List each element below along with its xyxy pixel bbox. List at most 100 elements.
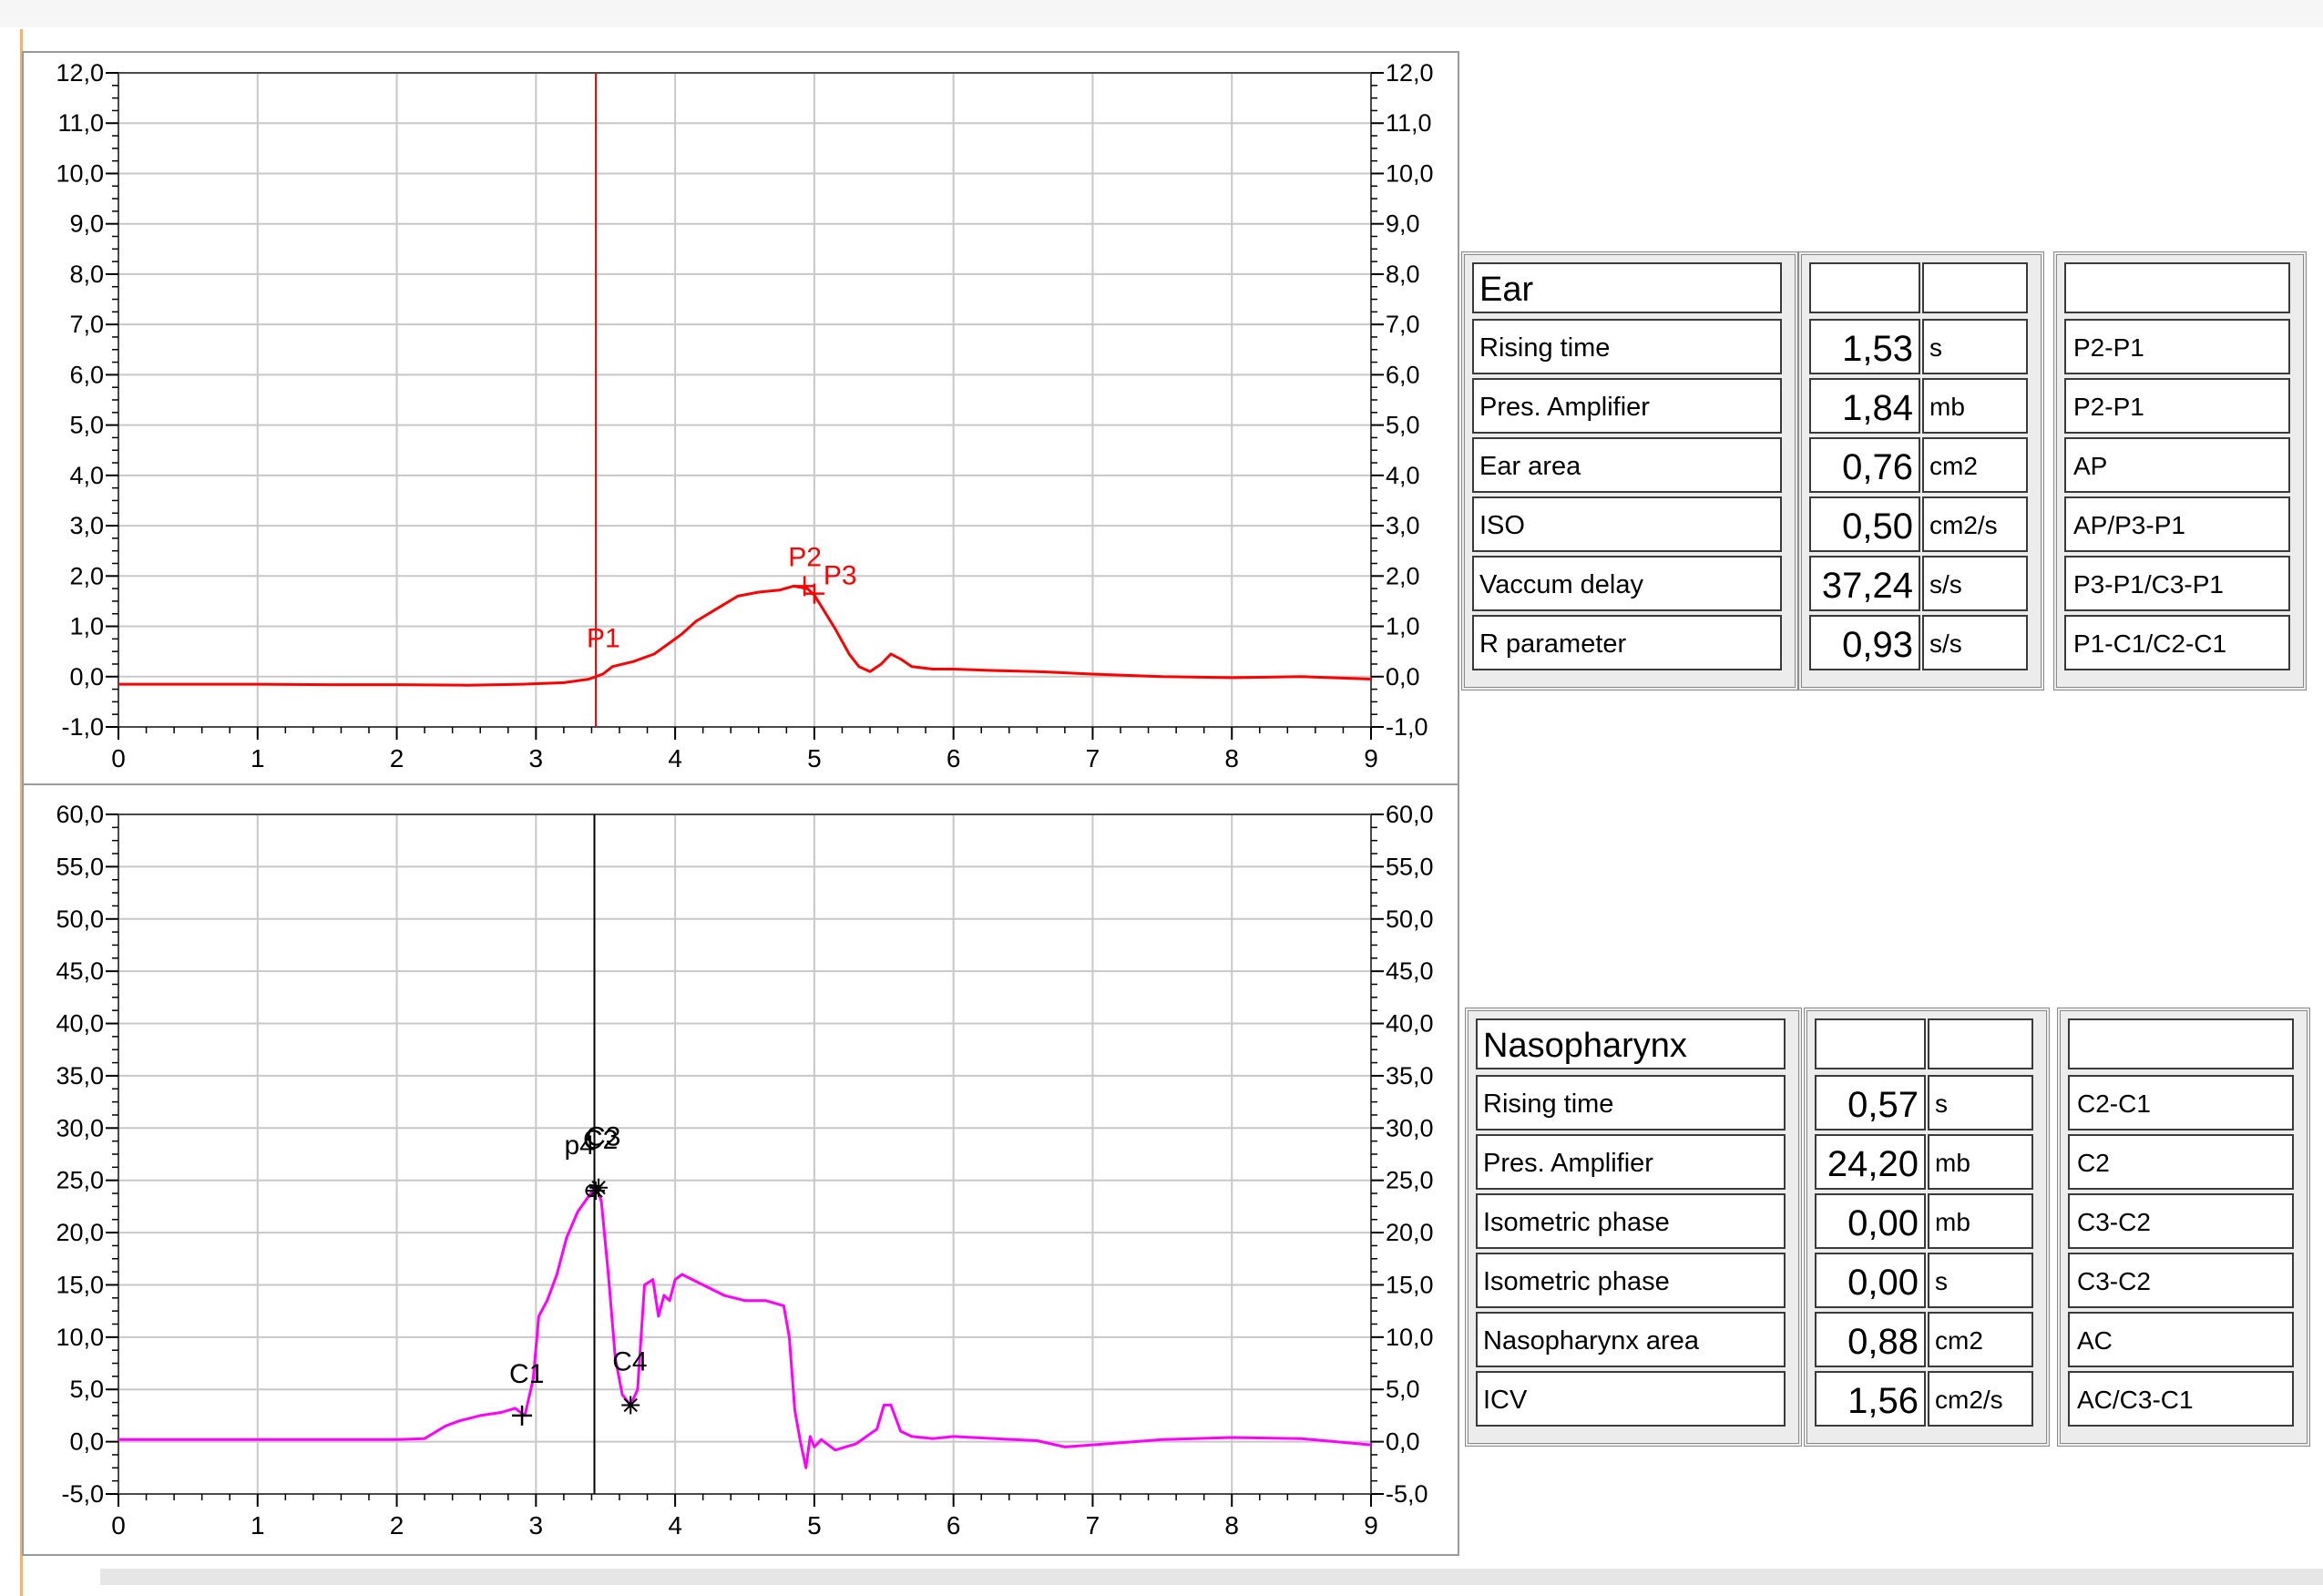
nasopharynx-chart: -5,0 -5,0 0,0 0,0 5,0 5,0 10,0 10,0 15,0 15,0 20,0… <box>56 801 1433 1540</box>
nasopharynx-value-header <box>1815 1018 1926 1069</box>
ear-row-ref: AP/P3-P1 <box>2064 496 2290 552</box>
y-tick-label-right: -5,0 <box>1386 1480 1428 1508</box>
nasopharynx-row-value: 24,20 <box>1815 1134 1926 1190</box>
x-tick-label: 9 <box>1364 744 1378 772</box>
nasopharynx-row-unit: s <box>1928 1253 2033 1308</box>
x-tick-label: 8 <box>1224 744 1239 772</box>
nasopharynx-ref-table: C2-C1 C2 C3-C2 C3-C2 AC AC/C3-C1 <box>2057 1008 2310 1447</box>
nasopharynx-row-label: Rising time <box>1476 1075 1786 1130</box>
nasopharynx-trace-line <box>118 1183 1372 1469</box>
y-tick-label-left: 5,0 <box>69 1376 104 1403</box>
ear-chart: -1,0 -1,0 0,0 0,0 1,0 1,0 2,0 2,0 3,0 3,0 4,0 4,0 5,… <box>56 59 1433 772</box>
x-tick-label: 5 <box>807 1511 822 1540</box>
y-tick-label-left: 9,0 <box>69 210 104 238</box>
y-tick-label-left: 8,0 <box>69 261 104 288</box>
x-tick-label: 8 <box>1224 1511 1239 1540</box>
y-tick-label-left: 50,0 <box>56 905 104 933</box>
marker-label-c4: C4 <box>612 1346 647 1376</box>
y-tick-label-right: 15,0 <box>1386 1271 1434 1298</box>
nasopharynx-unit-header <box>1928 1018 2033 1069</box>
nasopharynx-row-unit: s <box>1928 1075 2033 1130</box>
top-strip <box>0 0 2323 27</box>
ear-unit-header <box>1922 262 2028 313</box>
ear-row-unit: s/s <box>1922 615 2028 670</box>
y-tick-label-left: 10,0 <box>56 1324 104 1351</box>
y-tick-label-right: 0,0 <box>1386 1428 1420 1456</box>
ear-row-unit: cm2/s <box>1922 496 2028 552</box>
ear-row-unit: s <box>1922 319 2028 374</box>
y-tick-label-right: 9,0 <box>1386 210 1420 238</box>
x-tick-label: 5 <box>807 744 822 772</box>
ear-trace-line <box>118 584 1372 687</box>
y-tick-label-right: 1,0 <box>1386 613 1420 640</box>
y-tick-label-left: 0,0 <box>69 1428 104 1456</box>
asterisk-marker-icon[interactable] <box>621 1396 640 1415</box>
y-tick-label-right: 40,0 <box>1386 1010 1434 1038</box>
y-tick-label-right: 55,0 <box>1386 853 1434 880</box>
nasopharynx-row-value: 0,00 <box>1815 1193 1926 1249</box>
horizontal-scrollbar[interactable] <box>100 1569 2323 1585</box>
ear-row-unit: cm2 <box>1922 437 2028 493</box>
marker-label-p1: P1 <box>587 623 620 653</box>
ear-row-value: 1,84 <box>1809 378 1920 434</box>
ear-row-value: 0,76 <box>1809 437 1920 493</box>
nasopharynx-value-table: 0,57 s 24,20 mb 0,00 mb 0,00 s 0,88 cm2 1,56 cm2/s <box>1804 1008 2050 1447</box>
y-tick-label-right: 4,0 <box>1386 462 1420 489</box>
y-tick-label-left: -1,0 <box>61 713 104 741</box>
y-tick-label-right: 8,0 <box>1386 261 1420 288</box>
y-tick-label-left: 4,0 <box>69 462 104 489</box>
y-tick-label-right: 10,0 <box>1386 1324 1434 1351</box>
asterisk-marker-icon[interactable] <box>589 1178 609 1197</box>
y-tick-label-right: 45,0 <box>1386 957 1434 985</box>
nasopharynx-row-label: ICV <box>1476 1371 1786 1427</box>
nasopharynx-row-ref: AC <box>2068 1312 2294 1367</box>
ear-row-label: Pres. Amplifier <box>1472 378 1782 434</box>
y-tick-label-right: 3,0 <box>1386 512 1420 539</box>
marker-label-c2: C2 <box>583 1125 618 1155</box>
nasopharynx-graph-panel[interactable] <box>22 783 1459 1556</box>
x-tick-label: 6 <box>947 1511 961 1540</box>
ear-row-ref: P3-P1/C3-P1 <box>2064 556 2290 611</box>
nasopharynx-row-unit: mb <box>1928 1193 2033 1249</box>
x-tick-label: 6 <box>947 744 961 772</box>
plot-frame <box>118 813 1372 1495</box>
nasopharynx-row-value: 0,88 <box>1815 1312 1926 1367</box>
y-tick-label-right: -1,0 <box>1386 713 1428 741</box>
ear-row-value: 0,93 <box>1809 615 1920 670</box>
x-tick-label: 9 <box>1364 1511 1378 1540</box>
nasopharynx-table-title: Nasopharynx <box>1476 1018 1786 1069</box>
x-tick-label: 1 <box>251 1511 265 1540</box>
ear-row-label: Vaccum delay <box>1472 556 1782 611</box>
ear-row-label: Ear area <box>1472 437 1782 493</box>
ear-ref-table: P2-P1 P2-P1 AP AP/P3-P1 P3-P1/C3-P1 P1-C1/C2-… <box>2053 251 2307 691</box>
ear-label-table: Ear Rising time Pres. Amplifier Ear area ISO… <box>1461 251 1798 691</box>
marker-label-c3: C3 <box>586 1122 620 1152</box>
y-tick-label-right: 20,0 <box>1386 1219 1434 1246</box>
plus-marker-icon[interactable] <box>512 1405 533 1426</box>
y-tick-label-right: 60,0 <box>1386 801 1434 828</box>
nasopharynx-row-ref: C3-C2 <box>2068 1193 2294 1249</box>
y-tick-label-left: -5,0 <box>61 1480 104 1508</box>
x-tick-label: 2 <box>390 1511 404 1540</box>
ear-row-ref: P2-P1 <box>2064 378 2290 434</box>
y-tick-label-left: 0,0 <box>69 663 104 691</box>
y-tick-label-right: 35,0 <box>1386 1062 1434 1090</box>
ear-row-unit: s/s <box>1922 556 2028 611</box>
nasopharynx-label-table: Nasopharynx Rising time Pres. Amplifier Iso… <box>1465 1008 1802 1447</box>
ear-row-label: Rising time <box>1472 319 1782 374</box>
y-tick-label-left: 10,0 <box>56 159 104 187</box>
y-tick-label-left: 3,0 <box>69 512 104 539</box>
nasopharynx-row-ref: AC/C3-C1 <box>2068 1371 2294 1427</box>
plus-marker-icon[interactable] <box>803 583 824 604</box>
plot-frame <box>118 72 1372 728</box>
ear-ref-header <box>2064 262 2290 313</box>
x-tick-label: 0 <box>111 744 126 772</box>
nasopharynx-row-label: Isometric phase <box>1476 1193 1786 1249</box>
y-tick-label-left: 45,0 <box>56 957 104 985</box>
nasopharynx-row-label: Isometric phase <box>1476 1253 1786 1308</box>
x-tick-label: 4 <box>668 744 682 772</box>
nasopharynx-row-value: 0,57 <box>1815 1075 1926 1130</box>
y-tick-label-right: 12,0 <box>1386 59 1434 87</box>
